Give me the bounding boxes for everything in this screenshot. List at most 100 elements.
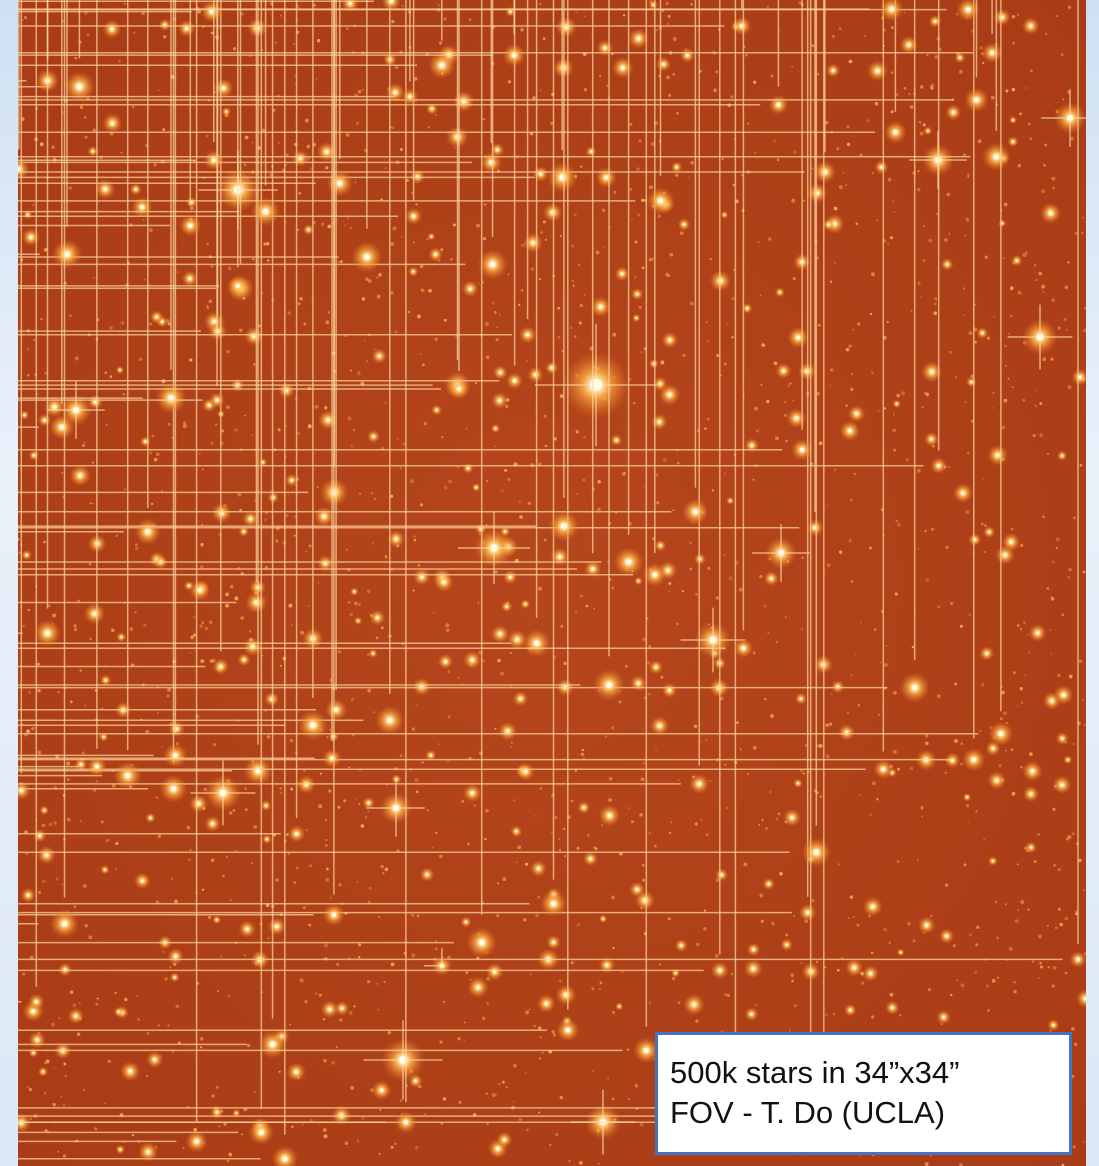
glow-star — [885, 1001, 899, 1015]
faint-star — [87, 34, 90, 37]
faint-star — [1067, 835, 1071, 839]
faint-star — [598, 1163, 600, 1165]
glow-star — [212, 915, 221, 924]
faint-star — [92, 503, 94, 505]
faint-star — [579, 322, 582, 325]
star-field — [18, 0, 1086, 1166]
faint-star — [641, 199, 644, 202]
faint-star — [482, 659, 485, 662]
faint-star — [995, 901, 997, 903]
bright-star-core — [882, 767, 886, 771]
faint-star — [338, 650, 341, 653]
faint-star — [200, 1037, 204, 1041]
faint-star — [899, 1014, 901, 1016]
faint-star — [967, 452, 969, 454]
faint-star — [669, 832, 671, 834]
faint-star — [163, 35, 166, 38]
glow-star — [189, 794, 208, 813]
faint-star — [838, 863, 840, 865]
faint-star — [321, 223, 324, 226]
faint-star — [980, 730, 982, 732]
faint-star — [427, 809, 430, 812]
faint-star — [1017, 14, 1019, 16]
faint-star — [37, 663, 40, 666]
faint-star — [975, 810, 977, 812]
glow-star — [1011, 255, 1023, 267]
glow-star — [134, 872, 151, 889]
faint-star — [532, 96, 535, 99]
faint-star — [42, 880, 45, 883]
glow-star — [39, 805, 49, 815]
faint-star — [293, 881, 296, 884]
faint-star — [1036, 390, 1038, 392]
faint-star — [23, 625, 25, 627]
faint-star — [428, 289, 432, 293]
faint-star — [745, 54, 748, 57]
faint-star — [923, 225, 925, 227]
glow-star — [988, 856, 998, 866]
faint-star — [987, 1009, 990, 1012]
faint-star — [558, 336, 561, 339]
bright-star-core — [777, 103, 781, 107]
faint-star — [497, 882, 499, 884]
glow-star — [678, 218, 691, 231]
faint-star — [350, 613, 353, 616]
glow-star — [95, 179, 115, 199]
faint-star — [950, 602, 953, 605]
bright-star-core — [220, 790, 226, 796]
glow-star — [1022, 17, 1040, 35]
faint-star — [296, 867, 299, 870]
faint-star — [629, 123, 632, 126]
faint-star — [716, 596, 719, 599]
faint-star — [715, 70, 718, 73]
faint-star — [519, 1118, 523, 1122]
faint-star — [1047, 453, 1049, 455]
faint-star — [469, 19, 471, 21]
faint-star — [553, 1034, 556, 1037]
glow-star — [463, 463, 474, 474]
faint-star — [338, 261, 340, 263]
faint-star — [337, 806, 340, 809]
faint-star — [1008, 332, 1010, 334]
faint-star — [896, 394, 900, 398]
faint-star — [298, 302, 301, 305]
bright-star-core — [972, 757, 976, 761]
faint-star — [446, 628, 450, 632]
faint-star — [251, 862, 253, 864]
faint-star — [156, 452, 160, 456]
bright-star-core — [195, 1139, 199, 1143]
faint-star — [926, 54, 928, 56]
faint-star — [1064, 318, 1067, 321]
faint-star — [777, 812, 780, 815]
faint-star — [984, 524, 987, 527]
faint-star — [560, 625, 563, 628]
glow-star — [463, 651, 481, 669]
faint-star — [287, 495, 289, 497]
faint-star — [345, 1141, 349, 1145]
faint-star — [388, 1031, 391, 1034]
faint-star — [133, 32, 135, 34]
faint-star — [422, 289, 425, 292]
glow-star — [335, 1001, 350, 1016]
faint-star — [137, 1018, 139, 1020]
glow-star — [486, 963, 504, 981]
faint-star — [660, 676, 663, 679]
faint-star — [1001, 426, 1005, 430]
faint-star — [412, 727, 415, 730]
faint-star — [577, 923, 580, 926]
faint-star — [485, 1093, 488, 1096]
faint-star — [704, 909, 706, 911]
faint-star — [1073, 743, 1075, 745]
faint-star — [228, 1153, 232, 1157]
faint-star — [623, 14, 625, 16]
faint-star — [416, 704, 418, 706]
faint-star — [244, 954, 246, 956]
faint-star — [439, 1040, 442, 1043]
faint-star — [591, 987, 594, 990]
faint-star — [529, 1009, 531, 1011]
faint-star — [484, 203, 487, 206]
faint-star — [1023, 253, 1027, 257]
bright-star-core — [653, 573, 657, 577]
faint-star — [329, 729, 331, 731]
glow-star — [438, 654, 454, 670]
